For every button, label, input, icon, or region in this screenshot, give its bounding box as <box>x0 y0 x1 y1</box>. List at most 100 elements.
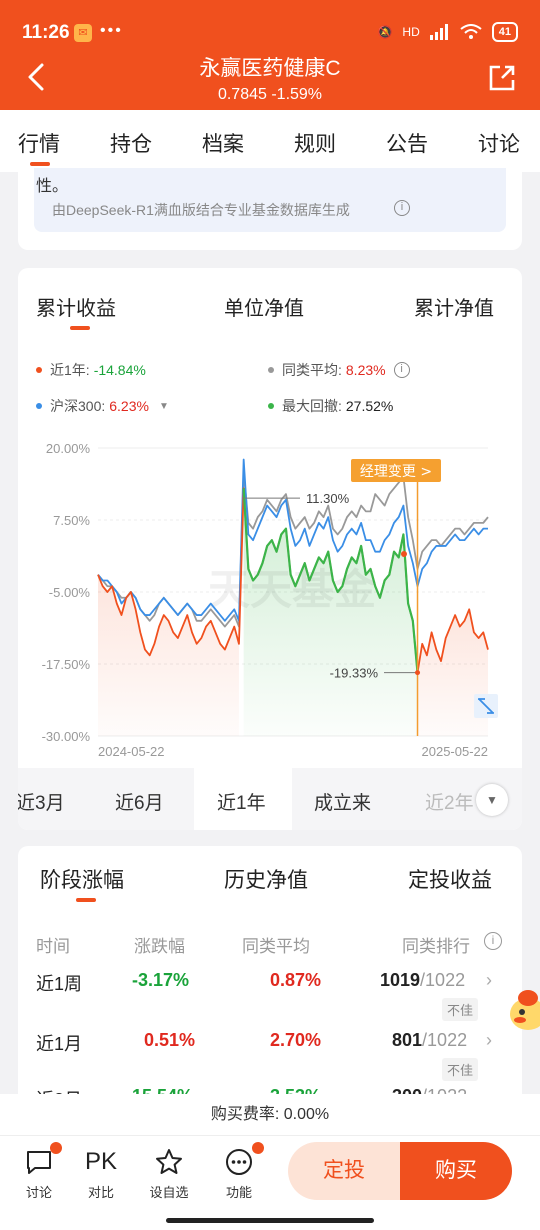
low-annotation-label: -19.33% <box>330 666 379 681</box>
rank-info-icon[interactable]: i <box>484 932 502 950</box>
high-annotation-label: 11.30% <box>306 491 350 506</box>
row-change: 0.51% <box>144 1030 196 1050</box>
low-point <box>415 670 421 676</box>
legend-dot-avg <box>268 367 274 373</box>
chart-annotations: 经理变更 > 11.30% -19.33% <box>243 459 498 736</box>
tab-profile[interactable]: 档案 <box>202 133 244 156</box>
x-start-label: 2024-05-22 <box>98 744 165 759</box>
y-tick-label: -5.00% <box>49 585 91 600</box>
range-tab-6m[interactable]: 近6月 <box>115 793 164 814</box>
series-line-1 <box>97 458 488 622</box>
tab-holdings[interactable]: 持仓 <box>110 133 152 156</box>
nav-compare[interactable]: PK 对比 <box>74 1144 128 1201</box>
chart-tab-acc-nav[interactable]: 累计净值 <box>414 298 494 320</box>
range-tab-1y[interactable]: 近1年 <box>217 793 266 814</box>
col-header-change: 涨跌幅 <box>134 937 185 956</box>
y-tick-label: -30.00% <box>42 729 91 744</box>
notification-dot <box>252 1142 264 1154</box>
sip-button[interactable]: 定投 <box>288 1142 400 1200</box>
row-rank-value: 1019 <box>380 970 421 990</box>
info-icon[interactable]: i <box>394 200 410 216</box>
legend-fund-value: -14.84% <box>93 362 146 378</box>
star-icon <box>156 1149 182 1174</box>
index-dropdown-icon[interactable]: ▼ <box>158 400 169 412</box>
range-tab-active-bg <box>194 768 292 830</box>
nav-label: 讨论 <box>25 1185 52 1200</box>
fund-area-after <box>417 609 488 736</box>
app-notification-icon: ✉ <box>74 24 92 42</box>
more-icon <box>226 1149 252 1175</box>
chart-labels: 20.00% 7.50% -5.00% -17.50% -30.00% 2024-05-2… <box>42 441 488 759</box>
fund-title: 永赢医药健康C <box>199 57 341 80</box>
row-period: 近1周 <box>36 974 83 994</box>
chevron-down-icon[interactable]: ▼ <box>476 784 508 816</box>
nav-discuss[interactable]: 讨论 <box>12 1142 66 1201</box>
buy-button[interactable]: 购买 <box>400 1142 512 1200</box>
back-arrow-icon[interactable] <box>22 62 52 92</box>
ai-summary-box <box>34 168 506 232</box>
fund-area-before <box>98 574 239 736</box>
rank-tag: 不佳 <box>442 1058 479 1081</box>
mascot-icon[interactable] <box>506 984 540 1038</box>
notification-dot <box>50 1142 62 1154</box>
col-header-period: 时间 <box>36 937 70 956</box>
home-indicator <box>166 1218 374 1223</box>
row-rank[interactable]: 801/1022 <box>392 1030 467 1051</box>
share-icon[interactable] <box>488 64 516 92</box>
avg-info-icon[interactable]: i <box>393 362 410 378</box>
tab-rules[interactable]: 规则 <box>294 133 336 156</box>
chevron-right-icon[interactable]: › <box>486 1030 492 1050</box>
y-tick-label: 20.00% <box>46 441 91 456</box>
legend-drawdown: 最大回撤: 27.52% <box>268 396 393 416</box>
row-rank-total: /1022 <box>422 1030 468 1050</box>
row-rank-value: 801 <box>392 1030 423 1050</box>
col-header-avg: 同类平均 <box>242 937 310 956</box>
legend-dot-drawdown <box>268 403 274 409</box>
tab-notices[interactable]: 公告 <box>386 133 428 156</box>
period-performance-card <box>18 846 522 1106</box>
pk-icon: PK <box>84 1148 117 1175</box>
nav-functions[interactable]: 功能 <box>212 1142 266 1201</box>
status-more-icon: ••• <box>100 22 123 39</box>
expand-icon[interactable] <box>474 694 498 718</box>
legend-index-label: 沪深300: <box>50 398 106 414</box>
main-tabs: 行情 持仓 档案 规则 公告 讨论 <box>0 110 540 172</box>
legend-index[interactable]: 沪深300: 6.23% ▼ <box>36 396 169 416</box>
chart-tab-cumulative[interactable]: 累计收益 <box>36 298 116 320</box>
tab-indicator <box>30 162 50 166</box>
legend-category-avg: 同类平均: 8.23% i <box>268 360 410 380</box>
signal-icon <box>429 24 448 40</box>
chevron-right-icon[interactable]: › <box>486 970 492 990</box>
y-tick-label: -17.50% <box>42 657 91 672</box>
rank-tag: 不佳 <box>442 998 479 1021</box>
ai-summary-text: 性。 <box>36 178 69 195</box>
range-tab-3m[interactable]: 近3月 <box>18 793 65 814</box>
period-tab-indicator <box>76 898 96 902</box>
nav-label: 功能 <box>225 1185 252 1200</box>
period-tab-returns[interactable]: 阶段涨幅 <box>40 869 124 892</box>
range-tab-2y[interactable]: 近2年 <box>425 793 474 814</box>
row-avg: 2.70% <box>270 1030 322 1050</box>
manager-change-label: 经理变更 > <box>360 464 432 480</box>
chart-watermark: 天天基金 <box>208 565 377 614</box>
nav-watchlist[interactable]: 设自选 <box>142 1144 196 1201</box>
ai-source-note: 由DeepSeek-R1满血版结合专业基金数据库生成 <box>52 202 350 218</box>
legend-avg-label: 同类平均: <box>282 362 342 378</box>
status-icons: 🔕 HD 41 <box>377 22 518 42</box>
nav-label: 对比 <box>87 1185 114 1200</box>
chart-tab-unit-nav[interactable]: 单位净值 <box>224 298 304 320</box>
period-tab-sip-returns[interactable]: 定投收益 <box>408 869 492 892</box>
col-header-rank: 同类排行 <box>402 937 470 956</box>
return-chart[interactable]: 天天基金 经理变更 > 11.30% -19.33% 20.00% 7.50% -5.0… <box>0 0 540 770</box>
wifi-icon <box>460 24 482 39</box>
tab-discuss[interactable]: 讨论 <box>478 133 520 156</box>
tab-market[interactable]: 行情 <box>18 133 60 156</box>
row-rank[interactable]: 1019/1022 <box>380 970 465 991</box>
legend-avg-value: 8.23% <box>345 362 386 378</box>
fund-nav-change: 0.7845 -1.59% <box>217 86 323 103</box>
period-tab-history-nav[interactable]: 历史净值 <box>224 869 308 892</box>
range-tab-since-inception[interactable]: 成立来 <box>314 793 372 814</box>
purchase-fee: 购买费率: 0.00% <box>0 1094 540 1136</box>
drawdown-line <box>242 488 419 673</box>
chat-icon <box>27 1151 51 1174</box>
